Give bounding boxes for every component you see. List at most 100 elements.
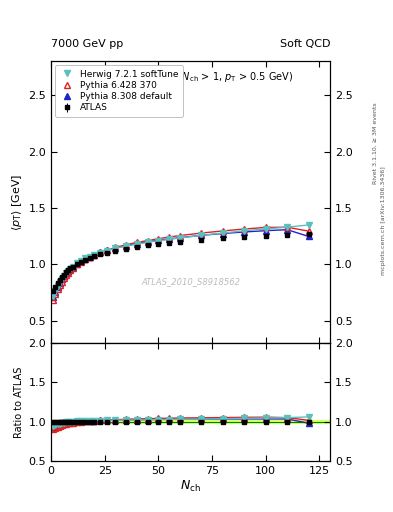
Pythia 6.428 370 [75,261,79,267]
Pythia 6.428 370 [57,282,62,288]
Pythia 8.308 default [124,243,129,249]
Pythia 8.308 default [134,241,139,247]
Herwig 7.2.1 softTune [178,235,182,241]
Pythia 8.308 default [285,227,290,233]
Herwig 7.2.1 softTune [79,258,83,264]
Herwig 7.2.1 softTune [220,230,225,236]
Text: mcplots.cern.ch [arXiv:1306.3436]: mcplots.cern.ch [arXiv:1306.3436] [381,166,386,274]
Herwig 7.2.1 softTune [263,226,268,232]
Pythia 6.428 370 [62,275,66,281]
Herwig 7.2.1 softTune [64,270,68,276]
Pythia 8.308 default [53,289,58,295]
Herwig 7.2.1 softTune [53,288,58,294]
Pythia 8.308 default [263,228,268,234]
Herwig 7.2.1 softTune [70,264,75,270]
Herwig 7.2.1 softTune [113,245,118,251]
Text: 7000 GeV pp: 7000 GeV pp [51,39,123,49]
Pythia 6.428 370 [64,272,68,279]
Herwig 7.2.1 softTune [145,239,150,245]
Pythia 8.308 default [66,268,71,274]
Pythia 8.308 default [83,255,88,262]
Herwig 7.2.1 softTune [62,273,66,279]
Pythia 8.308 default [75,261,79,267]
Pythia 6.428 370 [98,249,103,255]
Pythia 6.428 370 [59,279,64,285]
Pythia 6.428 370 [178,232,182,239]
Pythia 6.428 370 [285,224,290,230]
Pythia 6.428 370 [124,242,129,248]
Pythia 8.308 default [55,284,60,290]
Pythia 8.308 default [306,233,311,240]
Herwig 7.2.1 softTune [306,222,311,228]
Pythia 8.308 default [156,237,161,243]
Line: Herwig 7.2.1 softTune: Herwig 7.2.1 softTune [50,222,311,299]
Pythia 8.308 default [220,230,225,237]
Pythia 8.308 default [167,236,171,242]
Y-axis label: Ratio to ATLAS: Ratio to ATLAS [14,367,24,438]
Herwig 7.2.1 softTune [68,266,73,272]
Pythia 6.428 370 [79,259,83,265]
Pythia 6.428 370 [134,239,139,245]
Pythia 8.308 default [62,273,66,279]
Line: Pythia 6.428 370: Pythia 6.428 370 [50,224,311,303]
Pythia 6.428 370 [55,286,60,292]
Pythia 6.428 370 [220,228,225,234]
Pythia 8.308 default [242,229,247,235]
Pythia 8.308 default [145,239,150,245]
Pythia 6.428 370 [70,265,75,271]
Pythia 6.428 370 [113,244,118,250]
Herwig 7.2.1 softTune [59,276,64,282]
Pythia 8.308 default [59,276,64,282]
Pythia 6.428 370 [156,236,161,242]
Y-axis label: $\langle p_\mathrm{T} \rangle$ [GeV]: $\langle p_\mathrm{T} \rangle$ [GeV] [10,174,24,231]
Pythia 8.308 default [57,280,62,286]
Pythia 6.428 370 [51,297,55,303]
Pythia 6.428 370 [83,256,88,262]
Pythia 8.308 default [87,253,92,260]
Pythia 6.428 370 [87,253,92,260]
Pythia 6.428 370 [53,291,58,297]
Herwig 7.2.1 softTune [156,238,161,244]
Pythia 8.308 default [105,247,109,253]
Herwig 7.2.1 softTune [55,283,60,289]
Pythia 6.428 370 [68,267,73,273]
Text: ATLAS_2010_S8918562: ATLAS_2010_S8918562 [141,277,240,286]
Herwig 7.2.1 softTune [92,252,96,258]
Pythia 6.428 370 [105,247,109,253]
Pythia 6.428 370 [306,228,311,234]
Herwig 7.2.1 softTune [83,255,88,262]
Herwig 7.2.1 softTune [57,280,62,286]
Text: Average $p_\mathrm{T}$ vs $N_\mathrm{ch}$ ($N_\mathrm{ch}$ > 1, $p_\mathrm{T}$ >: Average $p_\mathrm{T}$ vs $N_\mathrm{ch}… [88,70,293,84]
Pythia 6.428 370 [199,230,204,236]
Pythia 8.308 default [92,251,96,258]
Herwig 7.2.1 softTune [167,237,171,243]
Herwig 7.2.1 softTune [105,248,109,254]
Herwig 7.2.1 softTune [66,268,71,274]
Herwig 7.2.1 softTune [98,249,103,255]
Pythia 6.428 370 [263,224,268,230]
Herwig 7.2.1 softTune [285,224,290,230]
Herwig 7.2.1 softTune [124,243,129,249]
Text: Soft QCD: Soft QCD [280,39,330,49]
Legend: Herwig 7.2.1 softTune, Pythia 6.428 370, Pythia 8.308 default, ATLAS: Herwig 7.2.1 softTune, Pythia 6.428 370,… [55,65,183,117]
Pythia 8.308 default [79,258,83,264]
Herwig 7.2.1 softTune [51,293,55,299]
Pythia 8.308 default [98,249,103,255]
Pythia 6.428 370 [167,234,171,240]
Pythia 8.308 default [199,232,204,239]
Herwig 7.2.1 softTune [75,260,79,266]
Pythia 8.308 default [70,264,75,270]
Pythia 6.428 370 [92,251,96,258]
Pythia 8.308 default [68,266,73,272]
Pythia 6.428 370 [66,269,71,275]
Pythia 8.308 default [51,294,55,300]
Herwig 7.2.1 softTune [134,241,139,247]
Herwig 7.2.1 softTune [242,228,247,234]
Herwig 7.2.1 softTune [87,253,92,260]
Pythia 8.308 default [64,270,68,276]
Line: Pythia 8.308 default: Pythia 8.308 default [50,227,311,300]
Herwig 7.2.1 softTune [199,232,204,239]
Pythia 6.428 370 [145,238,150,244]
X-axis label: $N_\mathrm{ch}$: $N_\mathrm{ch}$ [180,478,201,494]
Text: Rivet 3.1.10, ≥ 3M events: Rivet 3.1.10, ≥ 3M events [373,102,378,184]
